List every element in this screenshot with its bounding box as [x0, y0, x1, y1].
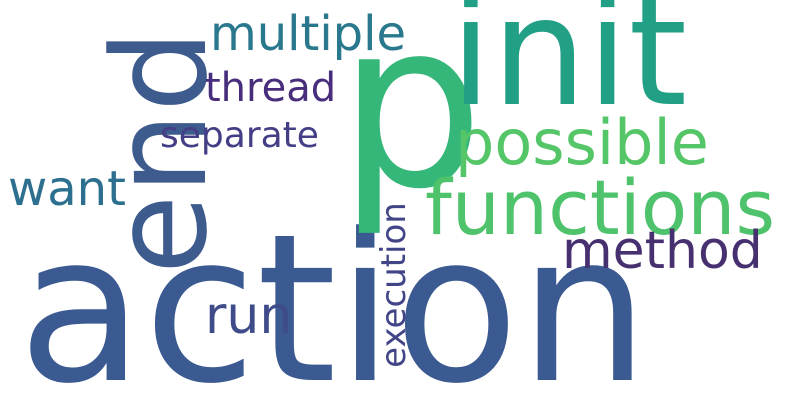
word-thread: thread — [205, 65, 337, 111]
word-p: p — [338, 0, 484, 240]
word-possible: possible — [455, 106, 709, 179]
word-execution: execution — [374, 202, 414, 368]
word-action: action — [18, 191, 650, 400]
word-init: init — [450, 0, 688, 140]
word-run: run — [205, 286, 293, 346]
word-separate: separate — [160, 115, 319, 156]
word-multiple: multiple — [210, 6, 407, 62]
word-want: want — [8, 161, 126, 217]
word-functions: functions — [425, 163, 776, 252]
word-method: method — [562, 221, 763, 281]
